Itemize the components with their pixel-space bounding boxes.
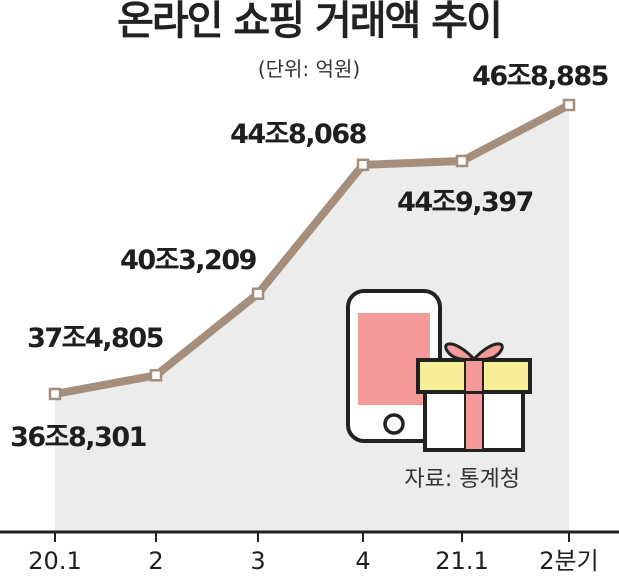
data-label-2: 37조4,805 bbox=[27, 323, 163, 354]
source-note: 자료: 통계청 bbox=[404, 467, 520, 492]
gift-box-icon bbox=[416, 342, 532, 452]
data-label-20.1: 36조8,301 bbox=[10, 422, 146, 453]
data-marker-3 bbox=[251, 287, 265, 300]
data-marker-4 bbox=[356, 158, 370, 172]
x-tick-label: 3 bbox=[250, 547, 265, 575]
data-label-21.1: 44조9,397 bbox=[397, 187, 533, 218]
data-marker-2 bbox=[149, 369, 163, 382]
data-labels: 36조8,301 37조4,805 40조3,209 44조8,068 44조9,397… bbox=[10, 61, 609, 453]
data-marker-21.1 bbox=[455, 154, 469, 168]
series-line bbox=[51, 101, 573, 398]
x-tick-label: 21.1 bbox=[435, 547, 488, 575]
chart-title: 온라인 쇼핑 거래액 추이 bbox=[117, 0, 501, 44]
x-tick-label: 20.1 bbox=[28, 547, 81, 575]
x-tick-label: 2 bbox=[148, 547, 163, 575]
x-tick-label: 4 bbox=[355, 547, 370, 575]
data-markers bbox=[48, 98, 576, 401]
data-marker-2분기 bbox=[562, 98, 576, 112]
data-label-3: 40조3,209 bbox=[120, 245, 257, 276]
x-axis-ticks: 20.1 2 3 4 21.1 2분기 bbox=[28, 532, 599, 575]
data-marker-20.1 bbox=[48, 387, 62, 401]
data-label-4: 44조8,068 bbox=[230, 119, 367, 150]
chart-subtitle: (단위: 억원) bbox=[258, 57, 360, 81]
data-label-2분기: 46조8,885 bbox=[472, 61, 608, 92]
x-tick-label: 2분기 bbox=[539, 547, 598, 575]
